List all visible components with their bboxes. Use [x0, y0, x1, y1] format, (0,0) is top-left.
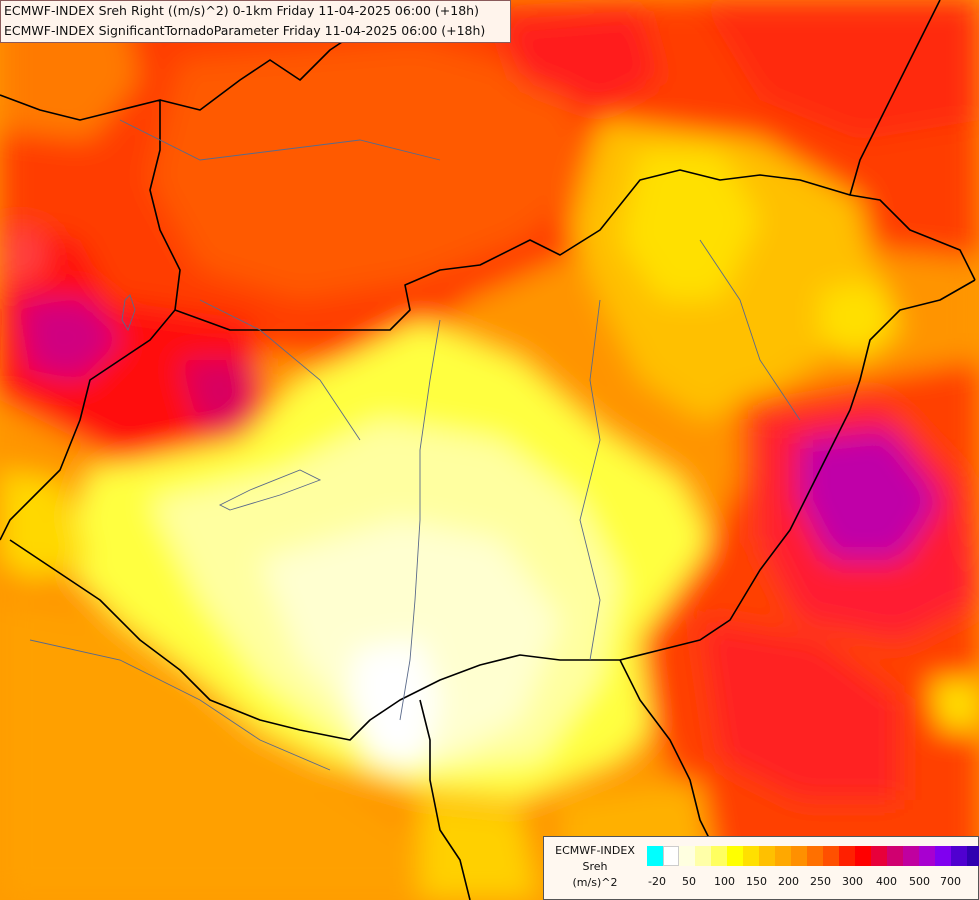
- legend-tick-label: 50: [682, 875, 696, 888]
- legend-swatch: [903, 846, 919, 866]
- legend-swatch: [711, 846, 727, 866]
- legend-ticks: -20 50 100 150 200 250 300 400 500 700: [644, 875, 974, 891]
- legend-unit: (m/s)^2: [572, 876, 618, 889]
- legend-swatch: [695, 846, 711, 866]
- legend-tick-label: -20: [648, 875, 666, 888]
- legend-swatch: [727, 846, 743, 866]
- legend-tick-label: 200: [778, 875, 799, 888]
- legend-swatch: [679, 846, 695, 866]
- legend-swatch: [967, 846, 979, 866]
- legend-tick-label: 500: [909, 875, 930, 888]
- legend-swatch: [919, 846, 935, 866]
- legend-swatch: [663, 846, 679, 866]
- legend-swatch: [775, 846, 791, 866]
- title-line-2: ECMWF-INDEX SignificantTornadoParameter …: [4, 23, 486, 38]
- legend-tick-label: 300: [842, 875, 863, 888]
- legend-tick-label: 250: [810, 875, 831, 888]
- legend-swatch: [855, 846, 871, 866]
- legend-swatch: [647, 846, 663, 866]
- legend-tick-label: 100: [714, 875, 735, 888]
- legend-swatch: [887, 846, 903, 866]
- legend-swatch: [839, 846, 855, 866]
- legend-swatch: [791, 846, 807, 866]
- legend-swatch: [759, 846, 775, 866]
- legend-swatches: [647, 846, 979, 866]
- legend-swatch: [807, 846, 823, 866]
- legend-swatch: [743, 846, 759, 866]
- legend-tick-label: 400: [876, 875, 897, 888]
- title-line-1: ECMWF-INDEX Sreh Right ((m/s)^2) 0-1km F…: [4, 3, 479, 18]
- legend-swatch: [871, 846, 887, 866]
- legend-swatch: [935, 846, 951, 866]
- legend-label: ECMWF-INDEX Sreh (m/s)^2: [546, 843, 644, 891]
- legend-title: ECMWF-INDEX: [555, 844, 635, 857]
- legend-swatch: [951, 846, 967, 866]
- legend-variable: Sreh: [582, 860, 608, 873]
- color-legend: ECMWF-INDEX Sreh (m/s)^2 -20 50 100 150 200 2…: [543, 836, 979, 900]
- map-title-box: ECMWF-INDEX Sreh Right ((m/s)^2) 0-1km F…: [0, 0, 511, 43]
- river-lines: [29, 119, 801, 771]
- legend-tick-label: 150: [746, 875, 767, 888]
- legend-tick-label: 700: [940, 875, 961, 888]
- legend-swatch: [823, 846, 839, 866]
